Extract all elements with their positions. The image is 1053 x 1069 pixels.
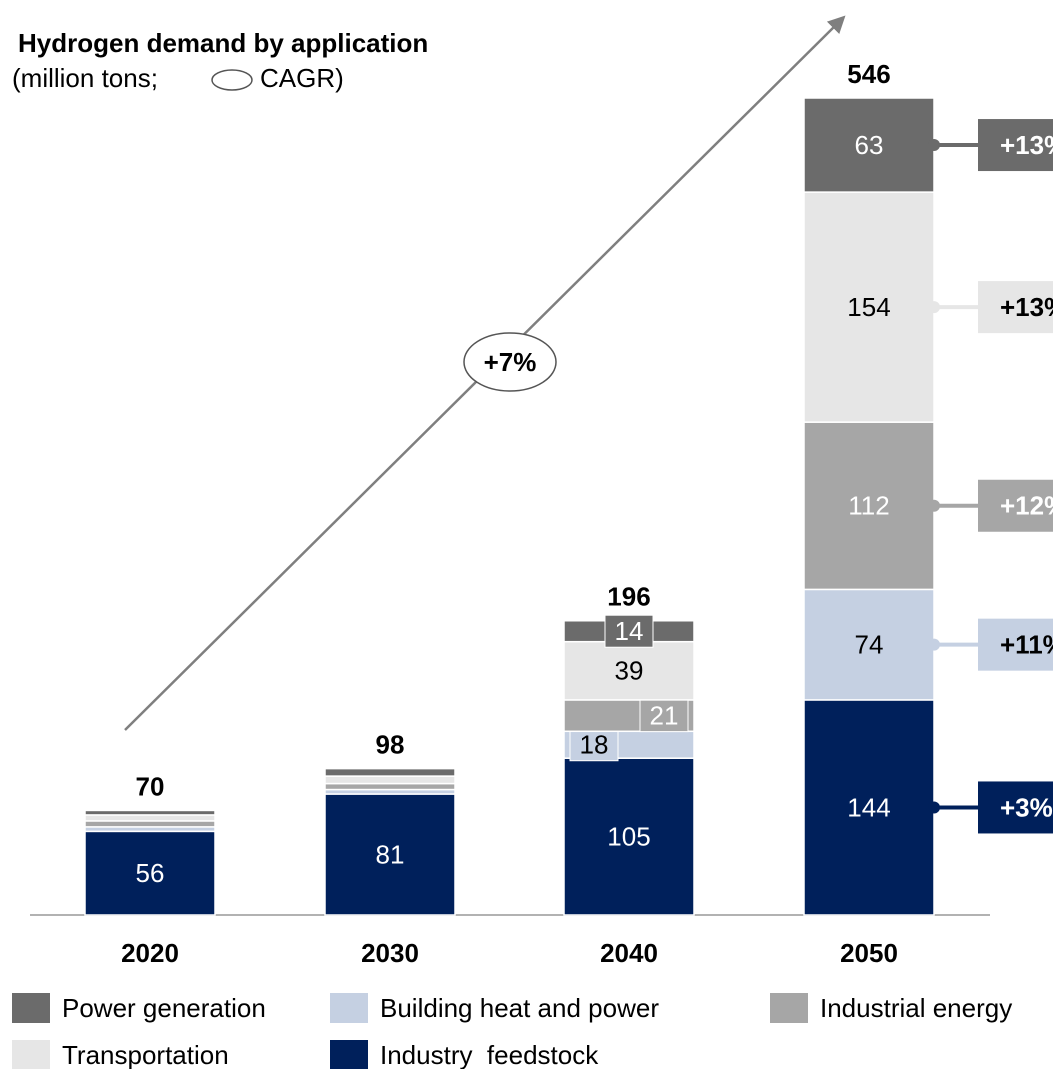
legend-label: Power generation <box>62 993 266 1023</box>
bar-segment <box>84 830 216 916</box>
x-tick-label: 2020 <box>121 938 179 968</box>
data-label: 105 <box>607 821 650 851</box>
label-box <box>569 728 619 762</box>
legend-swatch <box>12 993 50 1023</box>
cagr-dot <box>928 139 940 152</box>
subtitle: CAGR) <box>260 63 344 93</box>
bar-segment <box>84 814 216 822</box>
total-label: 70 <box>136 771 165 801</box>
cagr-box <box>978 781 1053 834</box>
cagr-label: +3% <box>1000 792 1053 822</box>
label-box <box>604 614 654 648</box>
cagr-label: +12% <box>1000 491 1053 521</box>
legend-label: Industry feedstock <box>380 1040 599 1069</box>
data-label: 154 <box>847 292 890 322</box>
legend-swatch <box>770 993 808 1023</box>
x-tick-label: 2040 <box>600 938 658 968</box>
legend-label: Transportation <box>62 1040 229 1069</box>
bar-segment <box>803 421 935 591</box>
bar-segment <box>84 809 216 816</box>
chart-title: Hydrogen demand by application <box>18 28 428 58</box>
cagr-box <box>978 618 1053 671</box>
total-label: 546 <box>847 59 890 89</box>
data-label: 14 <box>615 616 644 646</box>
cagr-box <box>978 479 1053 532</box>
data-label: 39 <box>615 656 644 686</box>
cagr-label: +7% <box>484 347 537 377</box>
legend-swatch <box>330 993 368 1023</box>
subtitle: (million tons; <box>12 63 158 93</box>
label-box <box>639 699 689 733</box>
data-label: 144 <box>847 792 890 822</box>
legend-swatch <box>330 1040 368 1069</box>
cagr-label: +13% <box>1000 130 1053 160</box>
data-label: 81 <box>376 839 405 869</box>
bar-segment <box>803 699 935 916</box>
cagr-ellipse <box>463 332 557 392</box>
cagr-dot <box>928 801 940 814</box>
bar-segment <box>803 97 935 193</box>
cagr-icon <box>211 69 253 91</box>
x-tick-label: 2030 <box>361 938 419 968</box>
total-label: 98 <box>376 730 405 760</box>
legend-swatch <box>12 1040 50 1069</box>
cagr-box <box>978 119 1053 172</box>
bar-segment <box>803 588 935 701</box>
total-label: 196 <box>607 582 650 612</box>
cagr-label: +13% <box>1000 292 1053 322</box>
bar-segment <box>563 640 695 701</box>
bar-segment <box>324 793 456 916</box>
legend-label: Building heat and power <box>380 993 659 1023</box>
cagr-box <box>978 281 1053 334</box>
bar-segment <box>324 775 456 785</box>
data-label: 63 <box>855 130 884 160</box>
cagr-dot <box>928 499 940 512</box>
bar-segment <box>563 757 695 916</box>
bar-segment <box>324 767 456 777</box>
x-tick-label: 2050 <box>840 938 898 968</box>
cagr-dot <box>928 301 940 314</box>
data-label: 21 <box>650 700 679 730</box>
legend-label: Industrial energy <box>820 993 1012 1023</box>
data-label: 112 <box>848 491 889 521</box>
cagr-label: +11% <box>1000 630 1053 660</box>
bar-segment <box>84 820 216 828</box>
data-label: 56 <box>136 858 165 888</box>
data-label: 74 <box>855 630 884 660</box>
bar-segment <box>324 782 456 791</box>
data-label: 18 <box>580 730 609 760</box>
bar-segment <box>803 191 935 423</box>
cagr-dot <box>928 638 940 651</box>
